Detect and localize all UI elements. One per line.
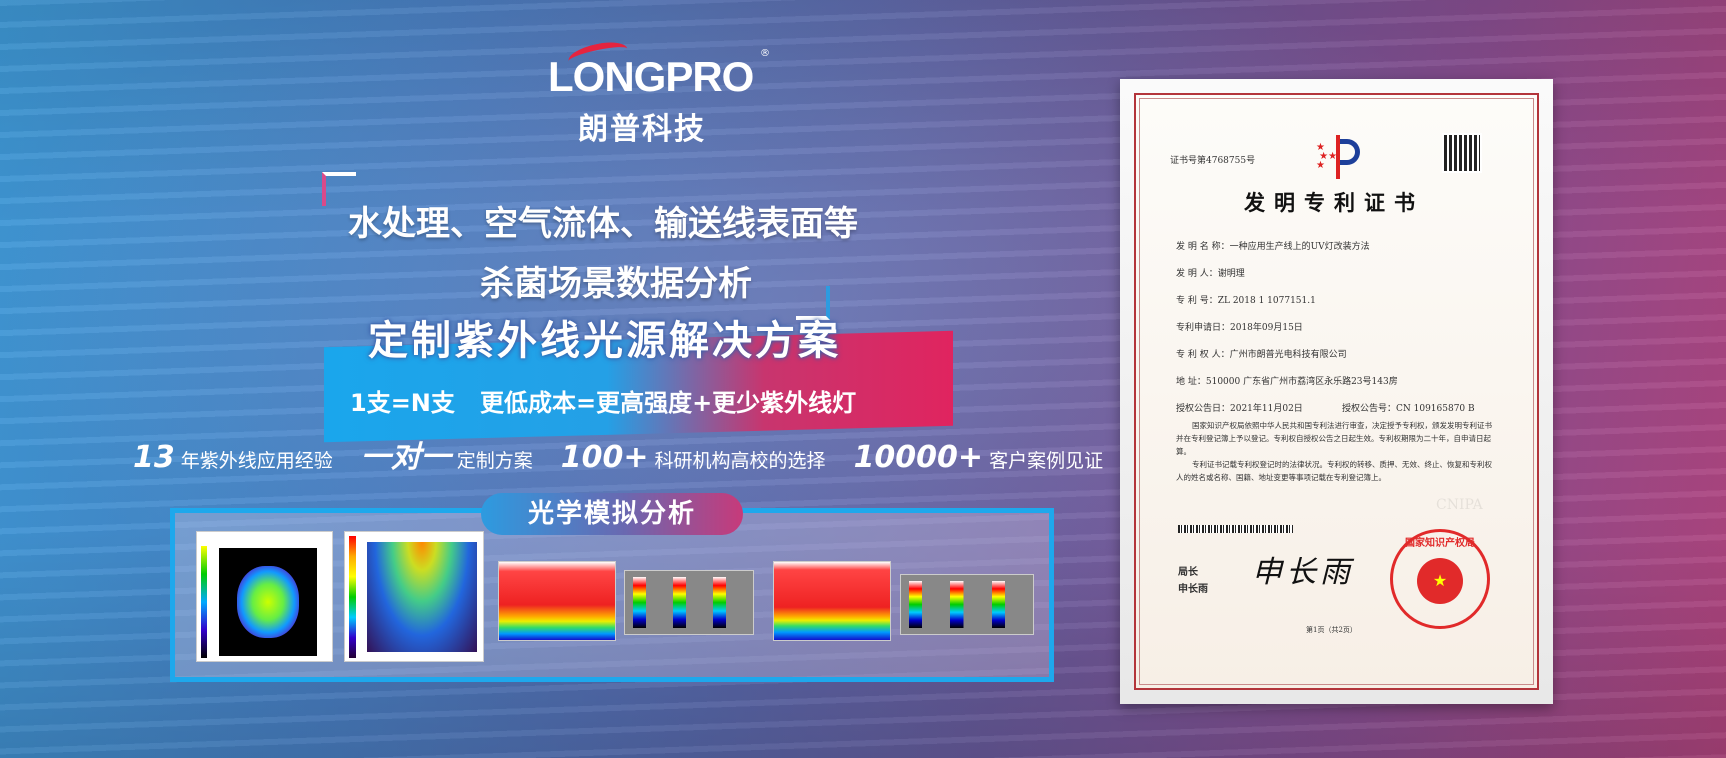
cert-grant-number: 授权公告号：CN 109165870 B bbox=[1342, 404, 1475, 414]
simulation-colorbar-1 bbox=[624, 570, 754, 635]
cert-number: 证书号第4768755号 bbox=[1170, 156, 1256, 166]
official-seal: ★ 国家知识产权局 bbox=[1390, 529, 1490, 629]
optical-simulation-label: 光学模拟分析 bbox=[481, 493, 743, 535]
cert-field: 发 明 名 称：一种应用生产线上的UV灯改装方法 bbox=[1176, 242, 1370, 252]
close-bracket-icon bbox=[796, 286, 830, 320]
cert-field: 地 址：510000 广东省广州市荔湾区永乐路23号143房 bbox=[1176, 377, 1398, 387]
headline-line2: 杀菌场景数据分析 bbox=[480, 264, 752, 304]
barcode-icon bbox=[1178, 525, 1293, 533]
simulation-heatmap-1 bbox=[498, 561, 616, 641]
simulation-image-spot bbox=[196, 531, 333, 662]
signer-title: 局长 bbox=[1178, 567, 1198, 578]
cert-grant-date: 授权公告日：2021年11月02日 bbox=[1176, 404, 1303, 414]
stat-value: 一对一 bbox=[360, 440, 451, 475]
cert-field: 专 利 号：ZL 2018 1 1077151.1 bbox=[1176, 296, 1316, 306]
cnipa-logo-icon: ★ ★★ ★ bbox=[1316, 135, 1360, 181]
stat-value: 10000+ bbox=[853, 440, 984, 475]
stat-value: 13 bbox=[133, 440, 175, 475]
cert-page-number: 第1页（共2页） bbox=[1306, 626, 1357, 634]
logo-text: LONGPRO bbox=[548, 53, 754, 100]
cert-field: 发 明 人：谢明理 bbox=[1176, 269, 1245, 279]
signer-name: 申长雨 bbox=[1178, 584, 1208, 595]
stat-label: 科研机构高校的选择 bbox=[654, 450, 826, 472]
simulation-colorbar-2 bbox=[900, 574, 1034, 635]
cert-paragraphs: 国家知识产权局依照中华人民共和国专利法进行审查，决定授予专利权，颁发发明专利证书… bbox=[1176, 419, 1496, 484]
watermark: CNIPA bbox=[1436, 497, 1483, 513]
seal-text: 国家知识产权局 bbox=[1405, 538, 1475, 549]
registered-mark: ® bbox=[760, 48, 770, 59]
stat-label: 客户案例见证 bbox=[989, 450, 1104, 472]
cert-field: 专利申请日：2018年09月15日 bbox=[1176, 323, 1303, 333]
headline-line1: 水处理、空气流体、输送线表面等 bbox=[348, 204, 858, 244]
patent-certificate: 证书号第4768755号 ★ ★★ ★ 发明专利证书 发 明 名 称：一种应用生产… bbox=[1134, 93, 1539, 690]
banner-title: 定制紫外线光源解决方案 bbox=[368, 318, 841, 364]
stat-label: 定制方案 bbox=[456, 450, 533, 472]
simulation-heatmap-2 bbox=[773, 561, 891, 641]
stat-label: 年紫外线应用经验 bbox=[180, 450, 333, 472]
logo-cn-text: 朗普科技 bbox=[578, 112, 706, 147]
patent-certificate-frame: 证书号第4768755号 ★ ★★ ★ 发明专利证书 发 明 名 称：一种应用生产… bbox=[1120, 79, 1553, 704]
cert-field: 专 利 权 人：广州市朗普光电科技有限公司 bbox=[1176, 350, 1347, 360]
cert-paragraph: 国家知识产权局依照中华人民共和国专利法进行审查，决定授予专利权，颁发发明专利证书… bbox=[1176, 421, 1492, 456]
cert-paragraph: 专利证书记载专利权登记时的法律状况。专利权的转移、质押、无效、终止、恢复和专利权… bbox=[1176, 460, 1492, 482]
open-bracket-icon bbox=[322, 172, 356, 206]
banner-subtitle: 1支=N支 更低成本=更高强度+更少紫外线灯 bbox=[350, 389, 857, 417]
qr-code-icon bbox=[1442, 133, 1482, 173]
stat-value: 100+ bbox=[560, 440, 649, 475]
signature: 申长雨 bbox=[1252, 555, 1354, 590]
simulation-image-scatter bbox=[344, 531, 484, 662]
stats-row: 13 年紫外线应用经验 一对一 定制方案 100+ 科研机构高校的选择 10000+ 客… bbox=[133, 432, 1103, 476]
cert-title: 发明专利证书 bbox=[1244, 190, 1424, 215]
